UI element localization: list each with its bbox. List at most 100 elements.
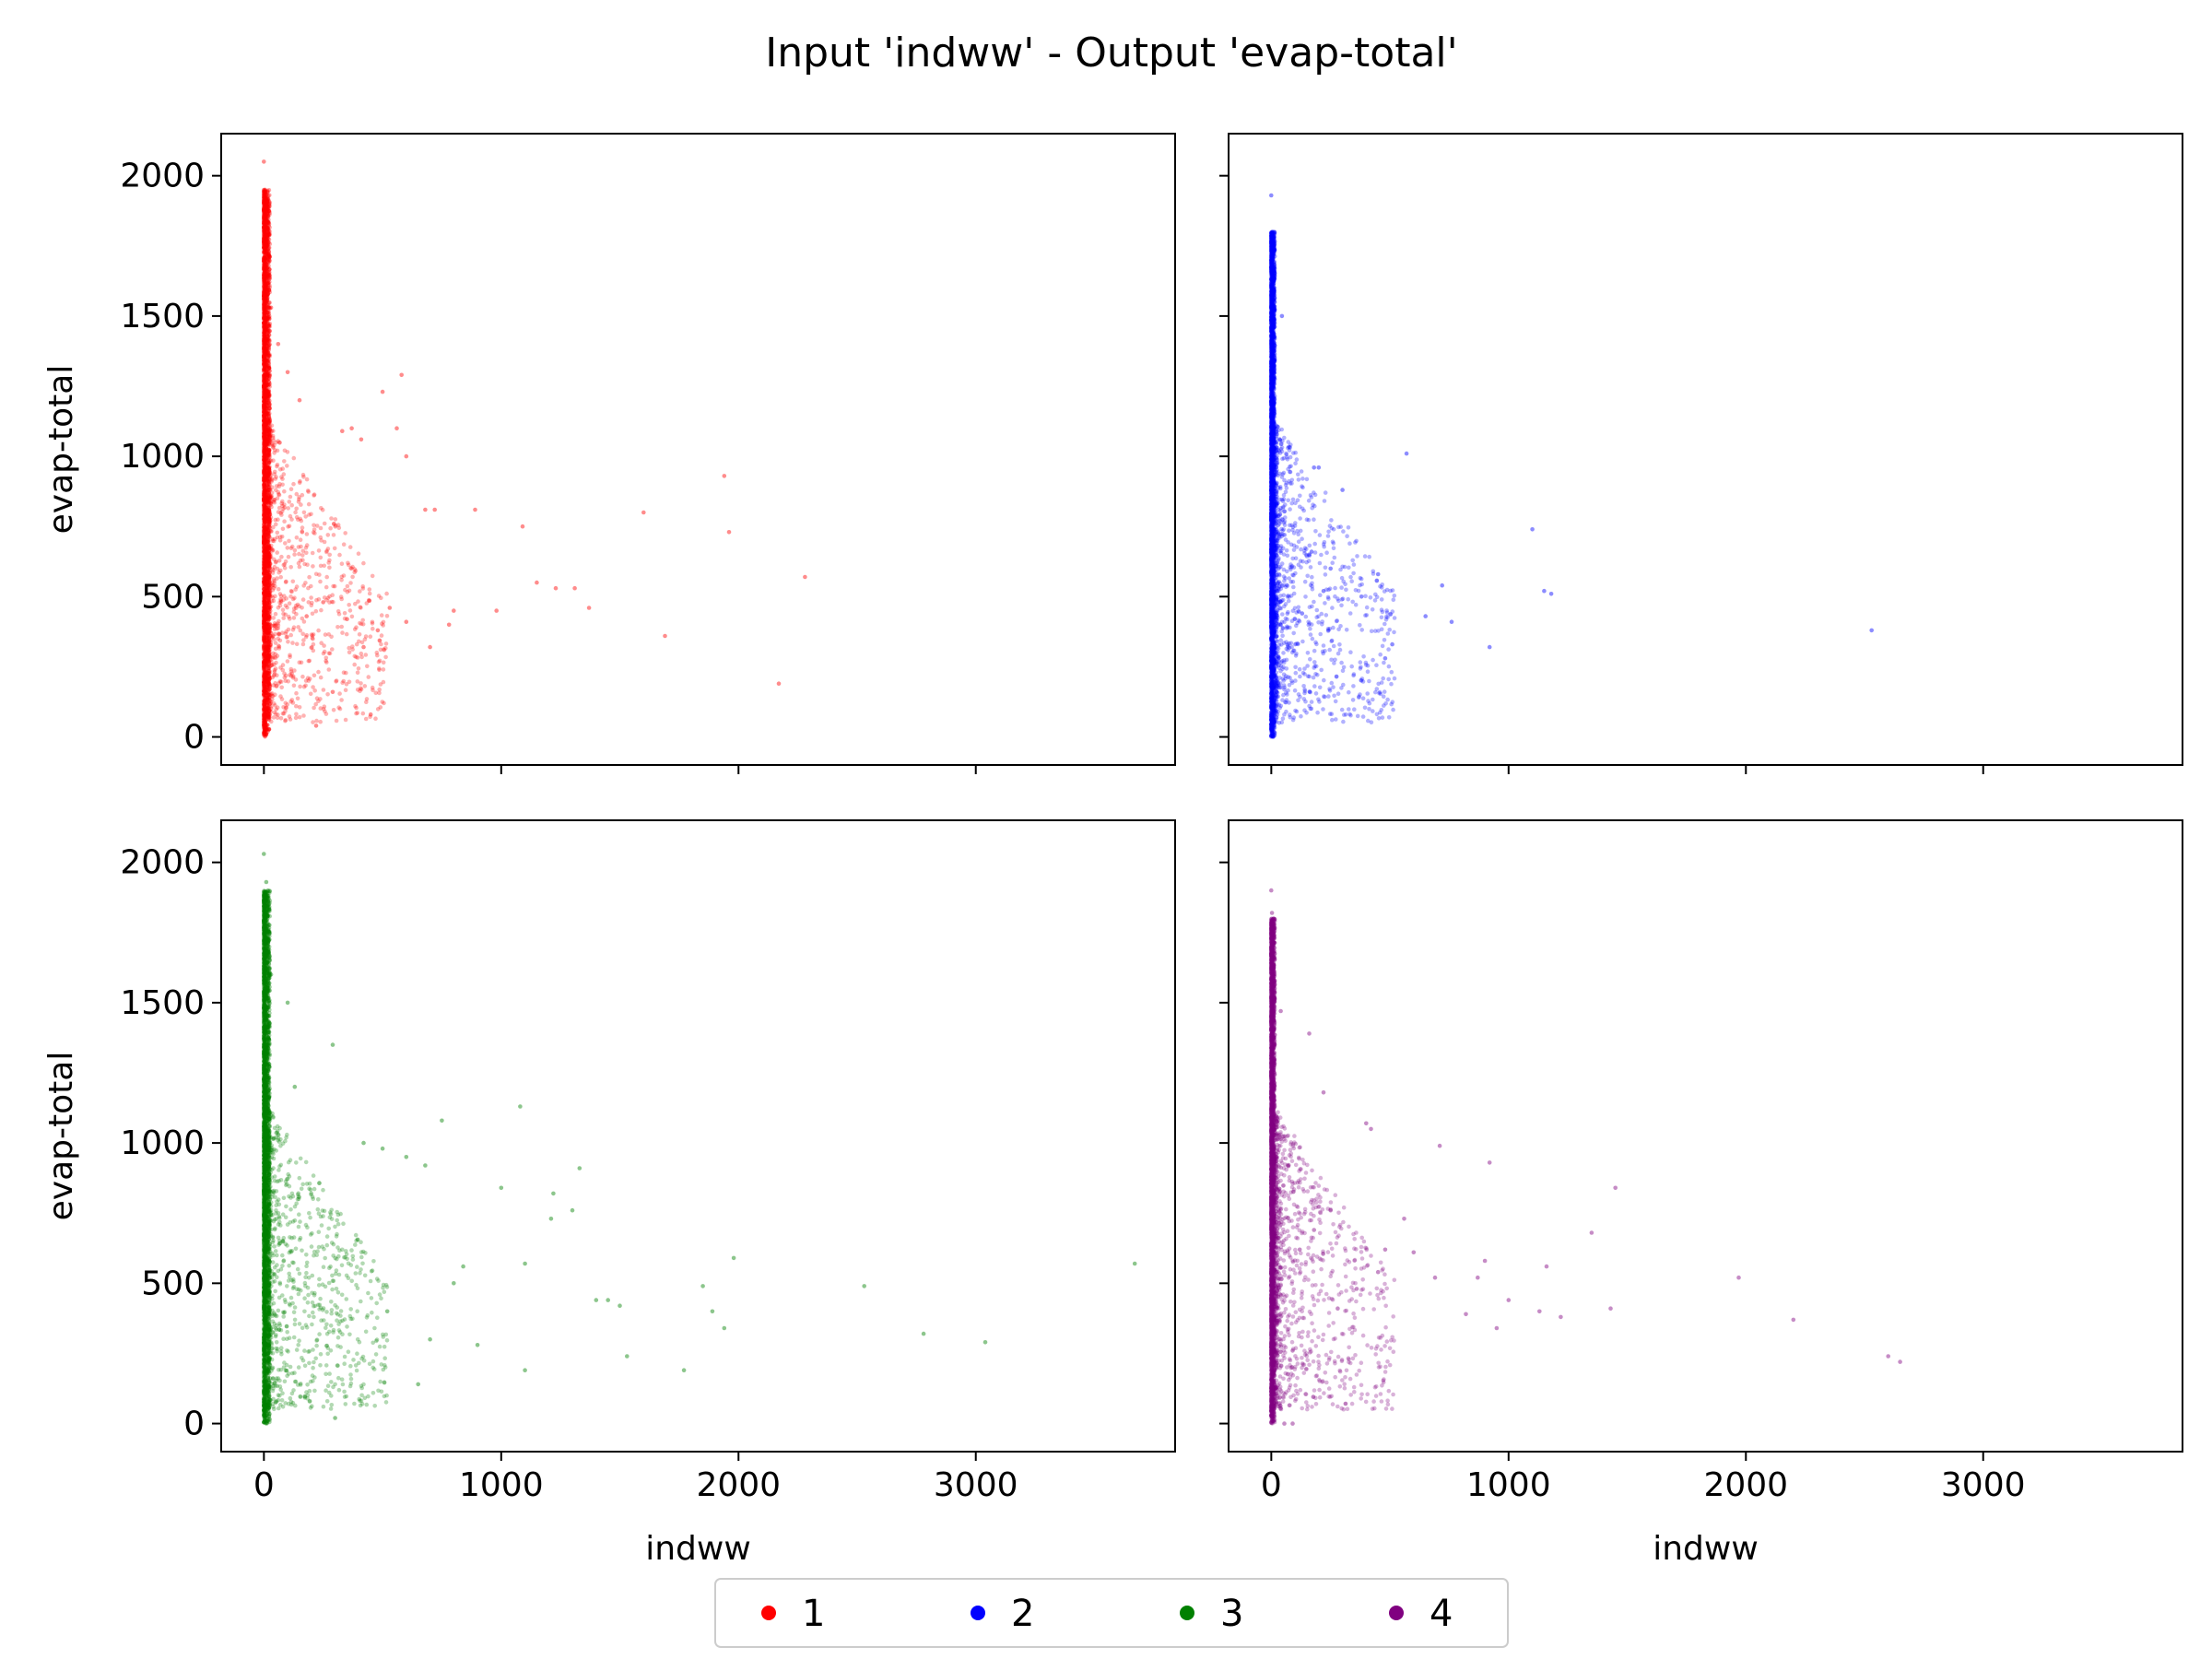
scatter-point <box>343 587 347 593</box>
scatter-point <box>266 500 271 504</box>
scatter-point <box>287 538 291 544</box>
scatter-point <box>262 457 266 463</box>
scatter-point <box>263 517 267 523</box>
scatter-point <box>264 264 268 269</box>
scatter-point <box>297 564 302 570</box>
scatter-point <box>343 717 348 723</box>
scatter-point <box>264 506 269 511</box>
scatter-point <box>263 722 268 727</box>
scatter-point <box>262 603 267 607</box>
scatter-point <box>262 293 266 298</box>
scatter-point <box>329 599 335 605</box>
scatter-point <box>266 353 271 359</box>
scatter-point <box>262 244 267 249</box>
scatter-point <box>265 206 269 212</box>
scatter-point <box>266 337 272 343</box>
scatter-point <box>266 708 272 713</box>
scatter-point <box>288 673 292 677</box>
scatter-point <box>262 287 267 292</box>
scatter-point <box>262 626 266 630</box>
scatter-point <box>300 553 305 558</box>
scatter-point <box>341 542 347 547</box>
scatter-point <box>264 316 269 322</box>
scatter-point <box>318 555 324 560</box>
scatter-point <box>262 583 266 589</box>
scatter-point <box>262 303 267 309</box>
scatter-point <box>274 488 278 492</box>
scatter-point <box>273 611 278 617</box>
scatter-point <box>264 320 268 324</box>
scatter-point <box>262 608 266 613</box>
scatter-point <box>381 660 386 665</box>
scatter-point <box>289 502 295 508</box>
scatter-point <box>263 349 267 355</box>
scatter-point <box>262 671 266 676</box>
scatter-point <box>494 608 499 613</box>
scatter-point <box>262 320 267 325</box>
scatter-point <box>288 699 293 704</box>
scatter-point <box>262 592 266 597</box>
scatter-point <box>262 724 267 729</box>
scatter-point <box>263 400 267 405</box>
scatter-point <box>265 219 270 224</box>
scatter-point <box>263 224 267 229</box>
scatter-point <box>265 589 271 594</box>
scatter-point <box>378 705 383 710</box>
scatter-point <box>274 707 279 712</box>
scatter-point <box>262 476 266 480</box>
scatter-point <box>311 720 315 724</box>
scatter-point <box>266 615 271 620</box>
scatter-point <box>352 567 358 571</box>
scatter-point <box>264 441 269 447</box>
scatter-point <box>262 241 267 245</box>
scatter-point <box>297 714 302 720</box>
scatter-point <box>265 286 271 290</box>
scatter-point <box>266 622 271 628</box>
scatter-point <box>262 389 267 394</box>
scatter-point <box>265 356 271 360</box>
scatter-point <box>279 475 284 479</box>
scatter-point <box>267 476 272 481</box>
scatter-point <box>263 596 267 601</box>
scatter-point <box>266 668 271 674</box>
scatter-point <box>266 300 272 306</box>
scatter-point <box>298 537 303 542</box>
scatter-point <box>262 632 266 638</box>
scatter-point <box>287 500 292 504</box>
scatter-point <box>265 492 270 498</box>
scatter-point <box>292 595 297 600</box>
scatter-point <box>376 659 382 665</box>
scatter-point <box>266 552 272 558</box>
scatter-point <box>301 684 307 689</box>
scatter-point <box>262 689 267 694</box>
scatter-point <box>330 647 335 652</box>
scatter-point <box>322 595 327 600</box>
scatter-point <box>335 625 340 629</box>
scatter-point <box>263 673 268 677</box>
scatter-point <box>266 558 271 563</box>
scatter-point <box>262 680 267 685</box>
scatter-point <box>271 458 276 464</box>
scatter-point <box>265 336 269 342</box>
scatter-point <box>263 370 267 374</box>
scatter-point <box>266 704 272 709</box>
scatter-point <box>263 638 267 643</box>
scatter-point <box>264 552 268 557</box>
scatter-point <box>304 532 310 536</box>
scatter-point <box>291 683 297 688</box>
scatter-point <box>356 551 361 556</box>
scatter-point <box>266 726 272 732</box>
scatter-point <box>266 520 272 524</box>
scatter-point <box>262 454 266 460</box>
scatter-point <box>263 288 268 294</box>
scatter-point <box>266 315 271 320</box>
scatter-point <box>262 317 267 323</box>
scatter-point <box>344 682 349 687</box>
scatter-point <box>263 557 268 561</box>
scatter-point <box>267 200 272 205</box>
scatter-point <box>324 548 329 553</box>
scatter-point <box>265 640 270 644</box>
scatter-point <box>337 552 342 558</box>
scatter-point <box>263 284 267 289</box>
